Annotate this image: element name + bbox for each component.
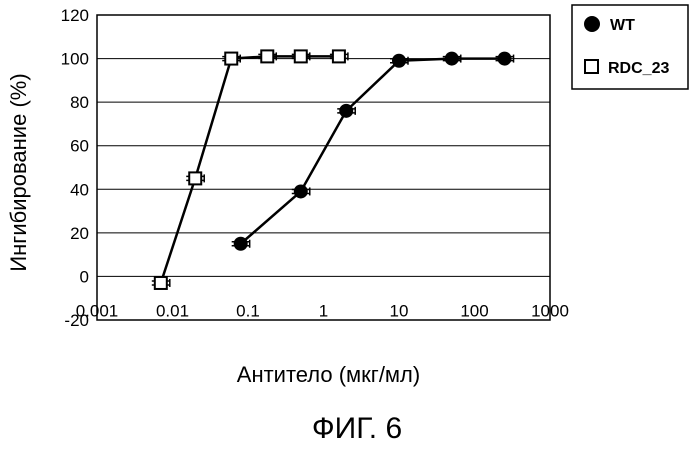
data-point — [445, 52, 459, 66]
legend-marker-rdc23 — [585, 60, 598, 73]
x-tick-label: 100 — [460, 301, 488, 320]
data-point — [294, 184, 308, 198]
data-point — [261, 50, 273, 62]
y-axis-title: Ингибирование (%) — [6, 73, 31, 271]
x-tick-label: 10 — [390, 301, 409, 320]
y-tick-label: 60 — [70, 137, 89, 156]
series-line — [241, 59, 505, 244]
data-point — [155, 277, 167, 289]
y-tick-labels: -20020406080100120 — [61, 6, 89, 330]
y-tick-label: 40 — [70, 180, 89, 199]
y-tick-label: 120 — [61, 6, 89, 25]
data-point — [225, 53, 237, 65]
y-tick-label: 20 — [70, 224, 89, 243]
series-wt — [232, 52, 514, 251]
x-axis-title: Антитело (мкг/мл) — [237, 362, 420, 387]
x-tick-label: 1 — [319, 301, 328, 320]
legend-label-rdc23: RDC_23 — [608, 60, 669, 77]
data-point — [339, 104, 353, 118]
figure-caption: ФИГ. 6 — [312, 412, 402, 445]
gridlines — [97, 59, 550, 277]
data-point — [189, 172, 201, 184]
data-point — [498, 52, 512, 66]
x-tick-label: 0.1 — [236, 301, 260, 320]
series-rdc-23 — [152, 50, 348, 289]
x-tick-label: 1000 — [531, 301, 569, 320]
legend-marker-wt — [584, 16, 600, 32]
y-tick-label: 0 — [80, 267, 89, 286]
x-tick-labels: 0.001 0.01 0.1 1 10 100 1000 — [76, 301, 569, 320]
legend-label-wt: WT — [610, 17, 635, 34]
series-group — [152, 50, 514, 289]
x-tick-label: 0.01 — [156, 301, 189, 320]
data-point — [333, 50, 345, 62]
legend: WT RDC_23 — [572, 5, 688, 89]
y-tick-label: 100 — [61, 50, 89, 69]
y-tick-label: 80 — [70, 93, 89, 112]
data-point — [392, 54, 406, 68]
data-point — [234, 237, 248, 251]
data-point — [295, 50, 307, 62]
x-tick-label: 0.001 — [76, 301, 119, 320]
